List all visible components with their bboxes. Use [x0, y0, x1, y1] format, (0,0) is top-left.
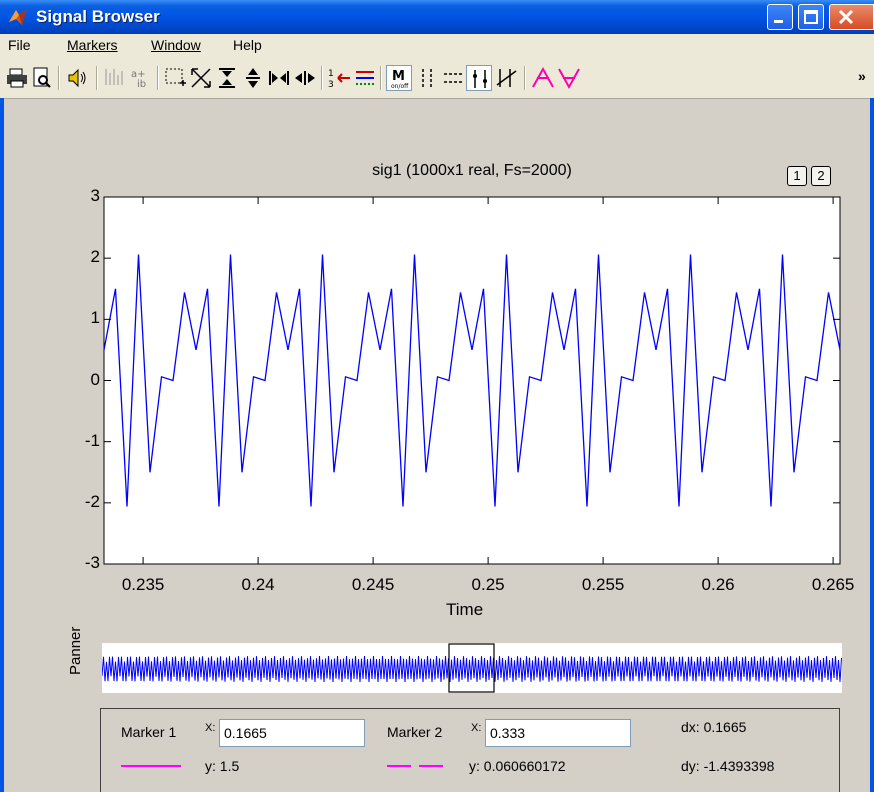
marker-1-label: Marker 1: [121, 724, 177, 740]
menu-file[interactable]: File: [8, 37, 31, 53]
axes-2-button[interactable]: 2: [811, 166, 831, 186]
toolbar-separator: [157, 66, 159, 90]
zoom-box-icon[interactable]: [162, 65, 188, 91]
x-tick-label: 0.235: [121, 575, 165, 594]
play-sound-icon[interactable]: [64, 65, 90, 91]
svg-text:M: M: [392, 69, 405, 84]
signal-trace[interactable]: [103, 254, 841, 507]
complex-format-icon[interactable]: a+ ib: [128, 65, 154, 91]
x-axis-label: Time: [446, 600, 484, 619]
zoom-fit-icon[interactable]: [188, 65, 214, 91]
print-preview-icon[interactable]: [29, 65, 55, 91]
toolbar-separator: [380, 66, 382, 90]
zoom-in-y-icon[interactable]: [214, 65, 240, 91]
marker-1-line-style: [121, 765, 181, 767]
y-tick-label: 1: [90, 308, 100, 328]
window-frame: [0, 98, 4, 792]
toolbar-separator: [96, 66, 98, 90]
horizontal-markers-icon[interactable]: [440, 65, 466, 91]
window-title: Signal Browser: [36, 7, 160, 26]
x-tick-label: 0.24: [241, 575, 275, 594]
zoom-out-x-icon[interactable]: [292, 65, 318, 91]
marker-1-x-input[interactable]: [219, 719, 365, 747]
peaks-icon[interactable]: [530, 65, 556, 91]
y-tick-label: -1: [84, 430, 100, 450]
marker-2-x-input[interactable]: [485, 719, 631, 747]
line-properties-icon[interactable]: [352, 65, 378, 91]
zoom-out-y-icon[interactable]: [240, 65, 266, 91]
svg-text:1: 1: [328, 69, 334, 79]
x-tick-label: 0.25: [471, 575, 505, 594]
panner-label: Panner: [67, 626, 84, 675]
axes-1-button[interactable]: 1: [787, 166, 807, 186]
x-tick-label: 0.265: [811, 575, 855, 594]
marker-2-line-style: [419, 765, 443, 767]
zoom-in-x-icon[interactable]: [266, 65, 292, 91]
signal-plot[interactable]: [0, 180, 874, 600]
toolbar-separator: [321, 66, 323, 90]
y-tick-label: -3: [84, 553, 100, 572]
dx-readout: dx: 0.1665: [681, 719, 747, 735]
title-bar[interactable]: Signal Browser: [0, 0, 874, 34]
close-button[interactable]: [829, 4, 874, 30]
print-icon[interactable]: [4, 65, 30, 91]
y-tick-label: 0: [90, 369, 100, 389]
toolbar-separator: [58, 66, 60, 90]
marker-panel: Marker 1 X: Marker 2 X: dx: 0.1665 y: 1.…: [100, 708, 840, 792]
dy-readout: dy: -1.4393398: [681, 758, 775, 774]
panner[interactable]: [102, 643, 842, 693]
menu-help[interactable]: Help: [233, 37, 262, 53]
menu-bar: File Markers Window Help: [0, 34, 874, 58]
maximize-button[interactable]: [798, 4, 824, 30]
marker-2-x-label: X:: [471, 722, 482, 734]
svg-text:ib: ib: [137, 79, 146, 90]
slope-markers-icon[interactable]: [494, 65, 520, 91]
y-tick-label: -2: [84, 491, 100, 511]
marker-1-x-label: X:: [205, 722, 216, 734]
plot-title: sig1 (1000x1 real, Fs=2000): [372, 162, 572, 179]
x-tick-label: 0.255: [581, 575, 625, 594]
panner-view-window[interactable]: [448, 643, 495, 693]
svg-text:3: 3: [328, 80, 334, 90]
marker-2-y-readout: y: 0.060660172: [469, 758, 566, 774]
x-tick-label: 0.245: [351, 575, 395, 594]
valleys-icon[interactable]: [556, 65, 582, 91]
marker-1-y-readout: y: 1.5: [205, 758, 240, 774]
y-tick-label: 3: [90, 186, 100, 205]
matlab-logo-icon: [9, 9, 27, 25]
marker-2-line-style: [387, 765, 411, 767]
svg-text:a+: a+: [131, 69, 146, 80]
x-tick-label: 0.26: [701, 575, 735, 594]
toolbar-separator: [524, 66, 526, 90]
marker-2-label: Marker 2: [387, 724, 443, 740]
svg-text:on/off: on/off: [391, 83, 409, 90]
vertical-markers-icon[interactable]: [414, 65, 440, 91]
panner-trace: [102, 655, 842, 683]
track-markers-icon[interactable]: [466, 65, 492, 91]
plot-area: [103, 196, 841, 565]
stem-plot-icon[interactable]: [102, 65, 128, 91]
y-tick-label: 2: [90, 247, 100, 267]
toolbar-overflow-chevron[interactable]: »: [858, 68, 866, 84]
minimize-button[interactable]: [767, 4, 793, 30]
menu-window[interactable]: Window: [151, 37, 201, 53]
window-frame: [870, 98, 874, 792]
menu-markers[interactable]: Markers: [67, 37, 118, 53]
close-icon: [838, 9, 854, 25]
